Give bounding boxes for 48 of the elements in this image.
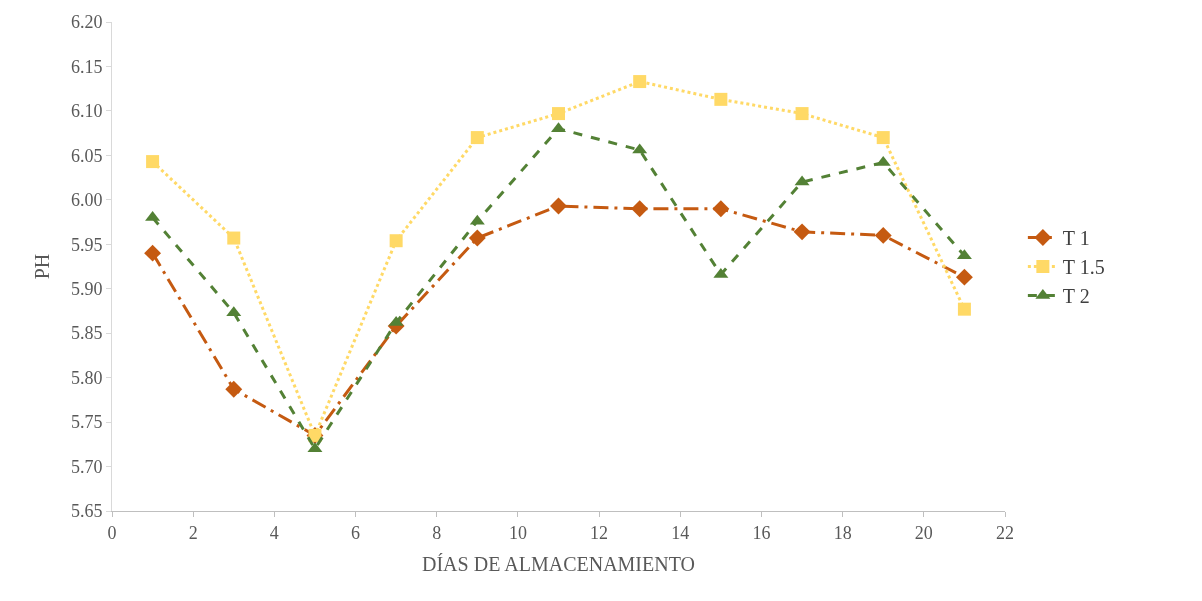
x-tick-label: 18 [833, 522, 852, 543]
x-tick-label: 20 [914, 522, 933, 543]
y-tick-label: 5.95 [70, 234, 103, 255]
y-tick-label: 5.85 [70, 323, 103, 344]
y-tick-label: 6.05 [70, 145, 103, 166]
x-tick-label: 8 [432, 522, 442, 543]
legend-label: T 1.5 [1062, 256, 1105, 279]
y-tick-label: 6.10 [70, 101, 103, 122]
point [470, 131, 484, 145]
point [144, 244, 162, 262]
point [795, 107, 809, 121]
x-tick-label: 14 [671, 522, 690, 543]
point [552, 107, 565, 121]
x-axis-title: DÍAS DE ALMACENAMIENTO [422, 553, 695, 576]
point [389, 234, 403, 248]
x-tick-label: 4 [269, 522, 279, 543]
y-tick-label: 5.75 [70, 412, 103, 433]
y-tick-label: 5.70 [70, 456, 103, 477]
y-tick-label: 6.15 [70, 56, 103, 77]
point [712, 200, 730, 218]
point [876, 131, 890, 145]
x-tick-label: 22 [996, 522, 1014, 543]
point [550, 197, 567, 215]
x-tick-label: 0 [107, 522, 117, 543]
legend-label: T 2 [1062, 285, 1090, 308]
x-tick-label: 12 [590, 522, 609, 543]
y-tick-label: 6.20 [70, 12, 103, 33]
y-axis-title: PH [31, 253, 54, 280]
point [227, 231, 241, 245]
x-tick-label: 10 [508, 522, 527, 543]
y-tick-label: 5.90 [70, 279, 103, 300]
y-tick-label: 5.80 [70, 367, 103, 388]
point [468, 229, 486, 247]
point [631, 200, 649, 218]
point [957, 302, 971, 316]
x-tick-label: 2 [188, 522, 198, 543]
point [874, 226, 892, 244]
point [225, 380, 243, 398]
y-tick-label: 6.00 [70, 190, 103, 211]
point [633, 75, 647, 89]
legend-label: T 1 [1062, 227, 1090, 250]
point [793, 223, 811, 241]
x-tick-label: 6 [351, 522, 361, 543]
point [714, 92, 728, 106]
point [146, 155, 160, 169]
point [955, 268, 973, 286]
y-tick-label: 5.65 [70, 501, 103, 522]
x-tick-label: 16 [752, 522, 771, 543]
